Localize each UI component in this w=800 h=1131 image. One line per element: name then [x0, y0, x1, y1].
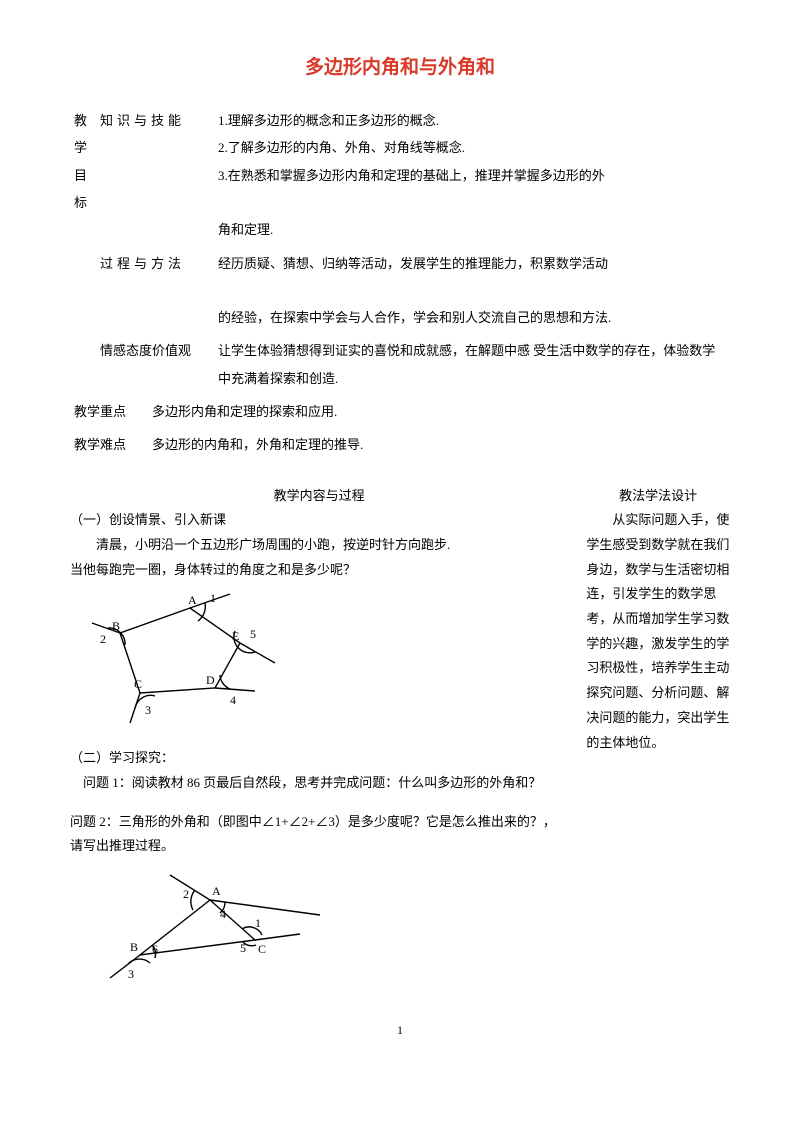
svg-text:A: A: [212, 884, 221, 898]
svg-text:2: 2: [183, 887, 189, 901]
teaching-method-text: 从实际问题入手，使学生感受到数学就在我们身边，数学与生活密切相连，引发学生的数学…: [586, 508, 730, 755]
page-title: 多边形内角和与外角和: [70, 50, 730, 86]
svg-text:2: 2: [100, 632, 106, 646]
knowledge-label: 知识与技能: [96, 104, 214, 246]
svg-text:B: B: [130, 940, 138, 954]
svg-text:5: 5: [250, 627, 256, 641]
content-header-right: 教法学法设计: [586, 484, 730, 509]
page-number: 1: [70, 1019, 730, 1042]
process-text: 经历质疑、猜想、归纳等活动，发展学生的推理能力，积累数学活动 的经验，在探索中学…: [214, 247, 730, 335]
triangle-diagram: A B C 1 2 3 4 5 6: [80, 865, 340, 985]
content-right-column: 教法学法设计 从实际问题入手，使学生感受到数学就在我们身边，数学与生活密切相连，…: [586, 470, 730, 992]
svg-text:E: E: [232, 629, 239, 643]
objectives-vertical-label: 教学目标: [70, 104, 96, 395]
svg-text:C: C: [134, 677, 142, 691]
attitude-text: 让学生体验猜想得到证实的喜悦和成就感，在解题中感 受生活中数学的存在，体验数学中…: [214, 334, 730, 395]
difficulty-text: 多边形的内角和，外角和定理的推导.: [148, 428, 730, 461]
pentagon-diagram: A B C D E 1 2 3 4 5: [80, 588, 300, 728]
svg-text:3: 3: [145, 703, 151, 717]
difficulty-label: 教学难点: [70, 428, 148, 461]
section2-heading: （二）学习探究：: [70, 746, 568, 771]
svg-text:C: C: [258, 942, 266, 956]
section1-p2: 当他每跑完一圈，身体转过的角度之和是多少呢？: [70, 558, 568, 583]
svg-text:D: D: [206, 673, 215, 687]
objectives-table: 教学目标 知识与技能 1.理解多边形的概念和正多边形的概念. 2.了解多边形的内…: [70, 104, 730, 395]
svg-text:A: A: [188, 593, 197, 607]
attitude-label: 情感态度价值观: [96, 334, 214, 395]
content-header-left: 教学内容与过程: [70, 484, 568, 509]
svg-text:4: 4: [220, 907, 226, 921]
section1-p1: 清晨，小明沿一个五边形广场周围的小跑，按逆时针方向跑步.: [70, 533, 568, 558]
key-point-label: 教学重点: [70, 395, 148, 428]
svg-text:6: 6: [152, 942, 158, 956]
key-points-table: 教学重点 多边形内角和定理的探索和应用. 教学难点 多边形的内角和，外角和定理的…: [70, 395, 730, 462]
section2-q2: 问题 2：三角形的外角和（即图中∠1+∠2+∠3）是多少度呢？它是怎么推出来的？…: [70, 810, 568, 859]
svg-text:5: 5: [240, 941, 246, 955]
svg-text:B: B: [112, 619, 120, 633]
content-left-column: 教学内容与过程 （一）创设情景、引入新课 清晨，小明沿一个五边形广场周围的小跑，…: [70, 470, 568, 992]
process-label: 过程与方法: [96, 247, 214, 335]
section1-heading: （一）创设情景、引入新课: [70, 508, 568, 533]
svg-text:3: 3: [128, 967, 134, 981]
key-point-text: 多边形内角和定理的探索和应用.: [148, 395, 730, 428]
svg-text:1: 1: [210, 591, 216, 605]
svg-text:1: 1: [255, 916, 261, 930]
knowledge-text: 1.理解多边形的概念和正多边形的概念. 2.了解多边形的内角、外角、对角线等概念…: [214, 104, 730, 246]
section2-q1: 问题 1：阅读教材 86 页最后自然段，思考并完成问题：什么叫多边形的外角和？: [70, 771, 568, 796]
svg-text:4: 4: [230, 693, 236, 707]
